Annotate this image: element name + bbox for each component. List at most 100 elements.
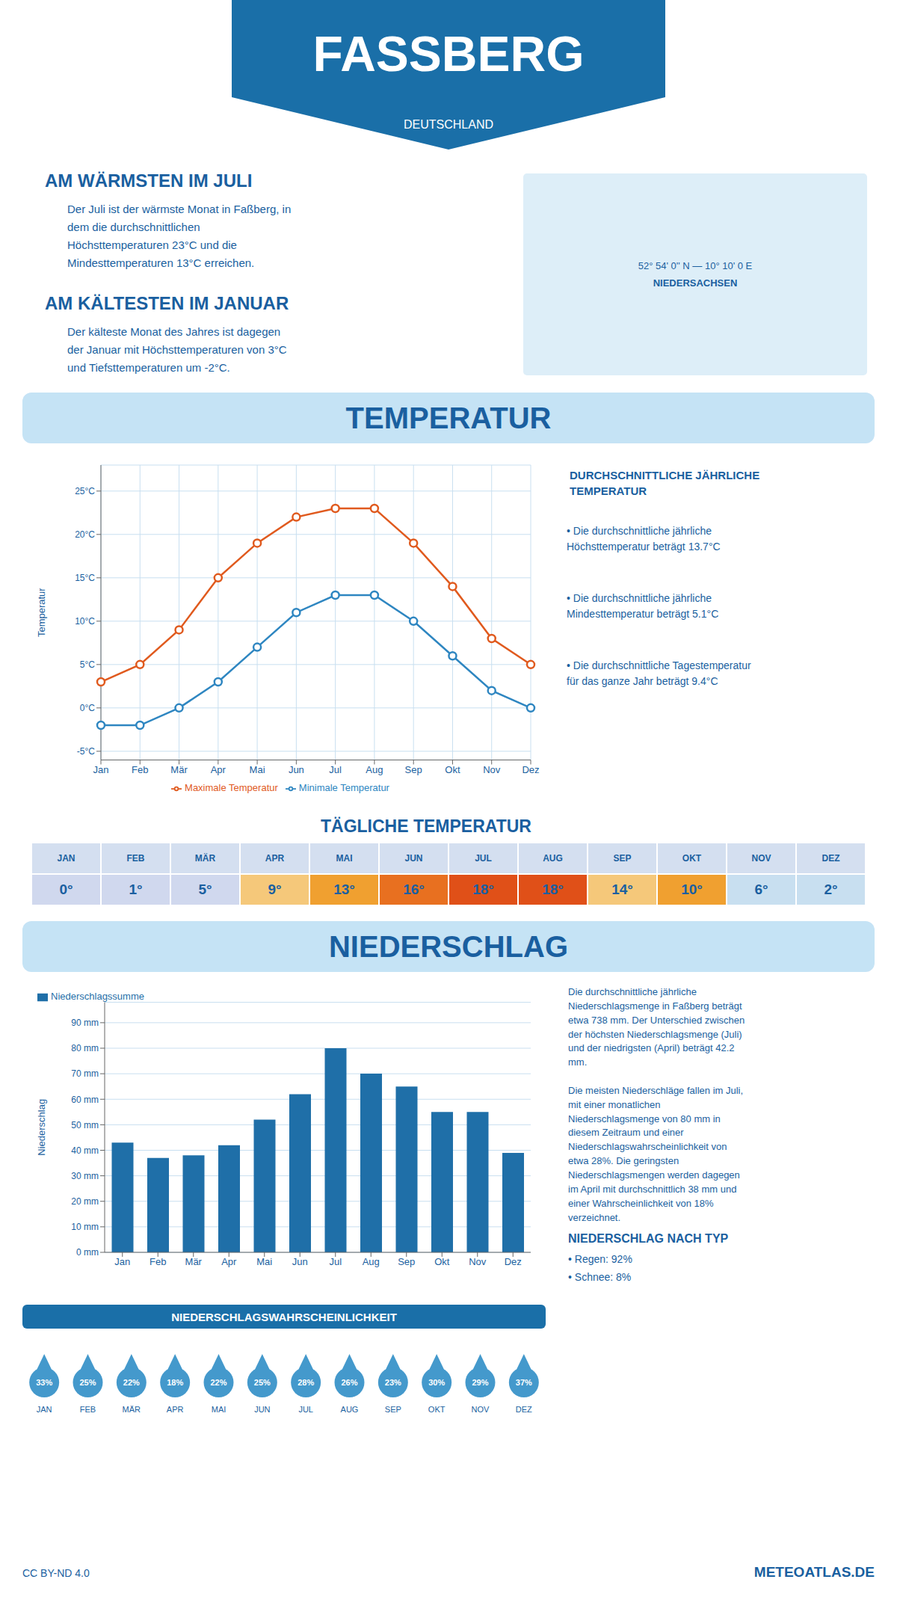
svg-text:50 mm: 50 mm — [71, 1119, 99, 1131]
svg-text:Mär: Mär — [170, 763, 188, 776]
html-text:NIEDERSCHLAG: NIEDERSCHLAG — [328, 929, 569, 963]
svg-text:20 mm: 20 mm — [71, 1196, 99, 1207]
svg-text:0 mm: 0 mm — [76, 1246, 99, 1258]
html-text:16°: 16° — [402, 881, 425, 897]
svg-text:37%: 37% — [515, 1377, 533, 1387]
html-text:• Die durchschnittliche jährli: • Die durchschnittliche jährliche Höchst… — [566, 524, 721, 553]
svg-text:25°C: 25°C — [74, 485, 95, 497]
svg-text:NOV: NOV — [471, 1404, 491, 1414]
html-text:AM WÄRMSTEN IM JULI: AM WÄRMSTEN IM JULI — [44, 170, 253, 191]
svg-text:AUG: AUG — [340, 1404, 359, 1414]
svg-text:70 mm: 70 mm — [71, 1068, 99, 1079]
svg-text:25%: 25% — [79, 1377, 96, 1387]
svg-text:26%: 26% — [340, 1377, 358, 1387]
html-text:10°: 10° — [681, 881, 703, 897]
svg-text:23%: 23% — [384, 1377, 402, 1387]
html-text:• Regen: 92%: • Regen: 92% — [568, 1252, 633, 1265]
svg-text:SEP: SEP — [384, 1404, 402, 1414]
svg-text:JUL: JUL — [298, 1404, 314, 1414]
svg-text:Jan: Jan — [114, 1255, 131, 1268]
html-text:FASSBERG: FASSBERG — [312, 26, 585, 82]
svg-text:40 mm: 40 mm — [71, 1145, 99, 1156]
svg-text:15°C: 15°C — [74, 572, 95, 584]
svg-text:28%: 28% — [297, 1377, 314, 1387]
svg-text:Okt: Okt — [444, 763, 461, 776]
html-text:13°: 13° — [333, 881, 355, 897]
svg-text:Jul: Jul — [328, 1255, 342, 1268]
svg-text:80 mm: 80 mm — [71, 1042, 99, 1054]
svg-text:Feb: Feb — [131, 763, 149, 776]
svg-text:Temperatur: Temperatur — [35, 587, 48, 637]
html-text:TEMPERATUR: TEMPERATUR — [345, 401, 552, 434]
svg-text:20°C: 20°C — [74, 529, 95, 540]
svg-text:Apr: Apr — [210, 763, 227, 776]
html-text:0°: 0° — [59, 881, 73, 897]
svg-text:APR: APR — [166, 1404, 184, 1414]
svg-text:Aug: Aug — [365, 763, 383, 776]
html-text:• Die durchschnittliche jährli: • Die durchschnittliche jährliche Mindes… — [566, 592, 719, 620]
svg-text:10°C: 10°C — [74, 615, 95, 627]
html-text:DURCHSCHNITTLICHE JÄHRLICHE TE: DURCHSCHNITTLICHE JÄHRLICHE TEMPERATUR — [569, 468, 760, 498]
html-text:5°: 5° — [198, 881, 212, 897]
svg-text:Jul: Jul — [328, 763, 342, 776]
svg-text:5°C: 5°C — [79, 659, 95, 670]
svg-text:25%: 25% — [254, 1377, 271, 1387]
html-text:AM KÄLTESTEN IM JANUAR: AM KÄLTESTEN IM JANUAR — [44, 293, 289, 314]
html-text:18°: 18° — [542, 881, 564, 897]
html-text:NIEDERSCHLAGSWAHRSCHEINLICHKEI: NIEDERSCHLAGSWAHRSCHEINLICHKEIT — [171, 1309, 397, 1323]
svg-text:MAI: MAI — [211, 1404, 227, 1414]
html-text:TÄGLICHE TEMPERATUR: TÄGLICHE TEMPERATUR — [320, 816, 532, 836]
svg-text:Okt: Okt — [434, 1255, 450, 1268]
html-text:1°: 1° — [128, 881, 143, 897]
svg-text:Jan: Jan — [93, 763, 110, 776]
svg-text:60 mm: 60 mm — [71, 1094, 99, 1105]
svg-text:22%: 22% — [123, 1377, 140, 1387]
svg-text:OKT: OKT — [428, 1404, 446, 1414]
svg-text:Mär: Mär — [185, 1255, 203, 1268]
svg-text:MÄR: MÄR — [122, 1404, 142, 1414]
svg-text:DEZ: DEZ — [515, 1404, 533, 1414]
html-text:Der Juli ist der wärmste Monat: Der Juli ist der wärmste Monat in Faßber… — [67, 202, 292, 270]
svg-text:Sep: Sep — [397, 1255, 415, 1268]
html-text:52° 54' 0'' N — 10° 10' 0 E: 52° 54' 0'' N — 10° 10' 0 E — [638, 260, 753, 272]
svg-text:22%: 22% — [210, 1377, 227, 1387]
html-text:• Schnee: 8%: • Schnee: 8% — [568, 1270, 632, 1283]
html-text:METEOATLAS.DE: METEOATLAS.DE — [754, 1563, 875, 1580]
svg-text:Mai: Mai — [256, 1255, 273, 1268]
html-text:DEUTSCHLAND: DEUTSCHLAND — [403, 118, 494, 131]
html-text:NIEDERSCHLAG NACH TYP: NIEDERSCHLAG NACH TYP — [568, 1231, 729, 1245]
svg-text:Nov: Nov — [482, 763, 501, 776]
svg-text:90 mm: 90 mm — [71, 1017, 99, 1028]
svg-text:18%: 18% — [166, 1377, 184, 1387]
html-text:• Die durchschnittliche Tagest: • Die durchschnittliche Tagestemperatur … — [566, 659, 752, 687]
svg-text:30%: 30% — [428, 1377, 445, 1387]
svg-text:30 mm: 30 mm — [71, 1170, 99, 1182]
svg-text:33%: 33% — [35, 1377, 53, 1387]
svg-text:Sep: Sep — [405, 763, 423, 776]
html-text:CC BY-ND 4.0: CC BY-ND 4.0 — [22, 1566, 90, 1579]
svg-text:Dez: Dez — [521, 763, 539, 776]
html-text:6°: 6° — [754, 881, 769, 897]
svg-text:Feb: Feb — [149, 1255, 166, 1268]
svg-text:Mai: Mai — [249, 763, 266, 776]
svg-text:-5°C: -5°C — [76, 746, 95, 757]
html-text:14°: 14° — [611, 881, 634, 897]
svg-text:JUN: JUN — [254, 1404, 270, 1414]
svg-text:Nov: Nov — [468, 1255, 487, 1268]
svg-text:Jun: Jun — [288, 763, 305, 776]
html-text:Der kälteste Monat des Jahres: Der kälteste Monat des Jahres ist dagege… — [67, 325, 287, 374]
svg-text:29%: 29% — [471, 1377, 489, 1387]
svg-text:10 mm: 10 mm — [71, 1221, 99, 1232]
svg-text:FEB: FEB — [79, 1404, 96, 1414]
svg-text:Niederschlag: Niederschlag — [35, 1098, 48, 1156]
svg-text:Apr: Apr — [221, 1255, 237, 1268]
svg-text:Dez: Dez — [504, 1255, 522, 1268]
svg-text:Aug: Aug — [362, 1255, 380, 1268]
html-text:18°: 18° — [472, 881, 495, 897]
svg-text:JAN: JAN — [36, 1404, 53, 1414]
html-text:9°: 9° — [267, 881, 282, 897]
svg-text:Jun: Jun — [292, 1255, 308, 1268]
html-text:2°: 2° — [824, 881, 838, 897]
svg-text:0°C: 0°C — [79, 702, 95, 714]
html-text:Die durchschnittliche jährlich: Die durchschnittliche jährliche Niedersc… — [568, 985, 745, 1223]
